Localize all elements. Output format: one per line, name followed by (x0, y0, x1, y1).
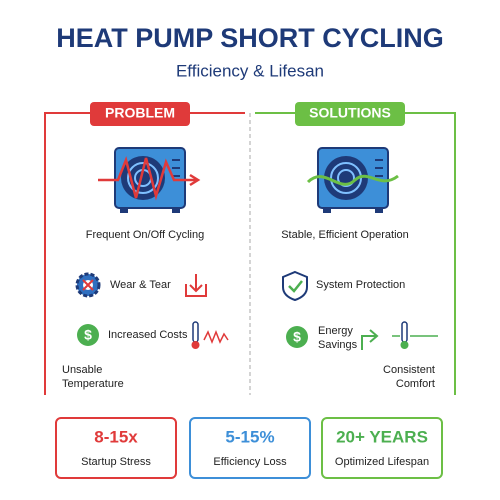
dollar-icon (77, 324, 99, 346)
stat-value: 8-15x (94, 427, 138, 446)
problem-badge (90, 102, 190, 126)
gear-icon (75, 272, 101, 298)
dollar-sign: $ (84, 327, 92, 343)
heat-pump-icon (98, 147, 201, 213)
energy-label: Energy (318, 325, 353, 337)
problem-caption: Frequent On/Off Cycling (86, 229, 204, 241)
subtitle: Efficiency & Lifesan (176, 61, 324, 80)
stat-card (321, 417, 443, 479)
thermometer-icon (191, 321, 229, 349)
problem-note: Temperature (62, 378, 124, 390)
dollar-sign: $ (293, 329, 301, 345)
solutions-note: Comfort (396, 378, 435, 390)
solutions-note: Consistent (383, 364, 435, 376)
heat-pump-icon (306, 147, 399, 213)
solutions-caption: Stable, Efficient Operation (281, 229, 409, 241)
solutions-badge (295, 102, 405, 126)
stat-label: Optimized Lifespan (335, 456, 429, 468)
problem-note: Unsable (62, 364, 102, 376)
stat-value: 5-15% (225, 427, 274, 446)
solutions-label: SOLUTIONS (309, 105, 391, 121)
title: HEAT PUMP SHORT CYCLING (56, 23, 444, 53)
stat-card (55, 417, 177, 479)
stat-card (189, 417, 311, 479)
stat-label: Startup Stress (81, 456, 151, 468)
stat-label: Efficiency Loss (213, 456, 287, 468)
arrow-icon (361, 329, 379, 350)
shield-icon (282, 270, 308, 302)
energy-label: Savings (318, 339, 358, 351)
tray-icon (185, 274, 207, 297)
stat-value: 20+ YEARS (336, 427, 428, 446)
solutions-item: System Protection (316, 279, 405, 291)
problem-item: Increased Costs (108, 329, 188, 341)
problem-item: Wear & Tear (110, 279, 171, 291)
dollar-icon (286, 326, 308, 348)
thermometer-icon (392, 321, 438, 349)
problem-label: PROBLEM (105, 105, 175, 121)
